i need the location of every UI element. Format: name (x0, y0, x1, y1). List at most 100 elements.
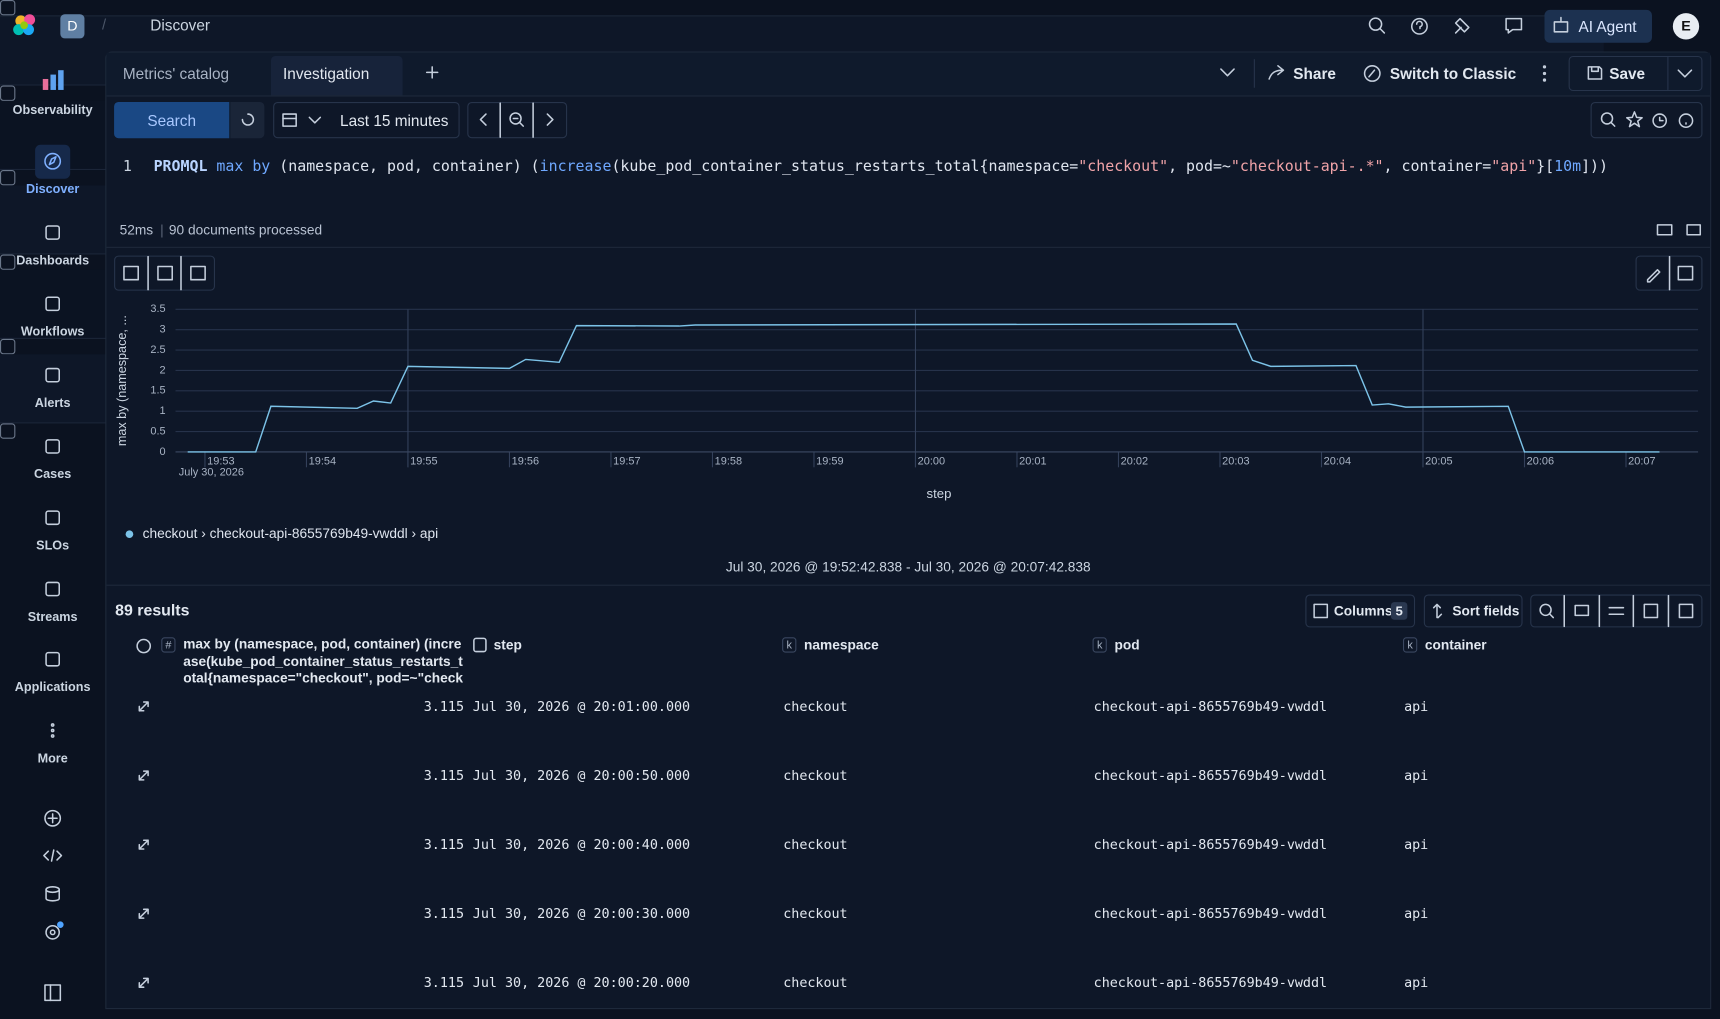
sidebar-bottom-icons[interactable] (43, 809, 63, 1002)
logo[interactable] (13, 14, 36, 36)
column-type: k (1092, 637, 1107, 653)
query-token: , pod=~ (1168, 157, 1231, 176)
info-icon (136, 638, 152, 654)
nav-label[interactable]: Alerts (34, 397, 71, 411)
toolbar-icons[interactable] (123, 224, 1702, 628)
save-button-box[interactable] (1568, 55, 1703, 92)
save-button[interactable]: Save (1609, 64, 1646, 83)
x-tick-label: 19:55 (410, 456, 437, 468)
cell: 3.115 (423, 975, 465, 991)
query-tools[interactable] (1590, 102, 1703, 139)
took: 52ms (119, 222, 154, 239)
columns-button[interactable] (1305, 594, 1416, 628)
chart-toolbar[interactable] (114, 255, 216, 291)
nav-icon (50, 74, 56, 90)
nav-label[interactable]: Streams (27, 610, 78, 625)
share-button[interactable]: Share (1293, 64, 1336, 83)
checkbox[interactable] (0, 423, 16, 439)
nav-icon (50, 723, 55, 727)
legend-dot (125, 530, 134, 539)
column-type: k (1402, 637, 1418, 653)
x-tick-label: 19:57 (613, 456, 640, 468)
columns-label[interactable]: Columns (1333, 603, 1393, 619)
time-range-label: Jul 30, 2026 @ 19:52:42.838 - Jul 30, 20… (725, 559, 1091, 575)
breadcrumb[interactable]: Discover (150, 16, 211, 35)
divider (106, 584, 1711, 586)
divider (106, 246, 1711, 248)
nav-label[interactable]: Observability (12, 104, 93, 118)
column-header[interactable]: container (1424, 637, 1487, 653)
tab[interactable]: Investigation (283, 64, 370, 83)
user-avatar[interactable]: E (1672, 13, 1700, 40)
nav-label[interactable]: Applications (14, 681, 91, 695)
nav-icon (48, 156, 57, 166)
y-tick-label: 3.5 (150, 303, 165, 315)
nav-label[interactable]: Workflows (20, 325, 85, 339)
tab-icons[interactable] (425, 65, 1693, 82)
y-tick-label: 2.5 (150, 344, 165, 356)
nav-label[interactable]: Cases (34, 468, 72, 482)
active-tab[interactable] (270, 55, 403, 96)
checkbox[interactable] (0, 338, 16, 355)
y-tick-label: 1.5 (150, 385, 165, 397)
ai-agent-label[interactable]: AI Agent (1578, 17, 1637, 36)
nav-label[interactable]: Discover (26, 183, 80, 197)
tab[interactable]: Metrics' catalog (122, 64, 230, 83)
cell: api (1404, 767, 1429, 784)
date-picker[interactable] (273, 102, 460, 139)
time-nav[interactable] (467, 102, 568, 139)
column-header[interactable]: namespace (804, 637, 879, 653)
column-header[interactable]: max by (namespace, pod, container) (incr… (183, 636, 463, 688)
query-token: }[ (1536, 157, 1555, 176)
documents: 90 documents processed (168, 222, 323, 239)
time-range[interactable]: Last 15 minutes (340, 111, 449, 130)
main-panel (105, 51, 1712, 1010)
table-tools[interactable] (1530, 594, 1703, 628)
date-label: July 30, 2026 (179, 467, 244, 479)
chart-actions[interactable] (1635, 255, 1703, 291)
query-text[interactable]: PROMQL max by (namespace, pod, container… (154, 158, 1608, 176)
x-tick-label: 19:59 (816, 456, 843, 468)
query-token: (namespace, pod, container) ( (279, 157, 540, 176)
checkbox[interactable] (0, 170, 16, 186)
workspace-badge[interactable]: D (60, 14, 85, 39)
nav-icon (42, 78, 49, 90)
sort-label[interactable]: Sort fields (1452, 603, 1520, 619)
nav-icon (50, 734, 55, 738)
switch-classic-button[interactable]: Switch to Classic (1389, 64, 1517, 83)
x-tick-label: 20:05 (1425, 456, 1452, 468)
x-tick-label: 20:03 (1222, 456, 1249, 468)
x-tick-label: 20:07 (1628, 456, 1655, 468)
checkbox[interactable] (0, 0, 16, 16)
ai-agent-button[interactable] (1544, 9, 1652, 43)
nav-icon (45, 367, 61, 383)
x-tick-label: 19:54 (309, 456, 336, 468)
checkbox[interactable] (0, 254, 16, 270)
cell: Jul 30, 2026 @ 20:00:50.000 (472, 767, 691, 784)
search-label[interactable]: Search (147, 111, 196, 130)
expand-icon (138, 839, 149, 850)
y-tick-label: 3 (160, 324, 166, 336)
refresh-button[interactable] (230, 102, 265, 139)
nav-label[interactable]: Dashboards (16, 254, 90, 268)
x-tick-label: 19:53 (207, 456, 234, 468)
query-token: "api" (1491, 157, 1537, 176)
query-bar-icons[interactable] (241, 102, 1694, 138)
query-token: "checkout-api-.*" (1230, 157, 1384, 176)
query-token: "checkout" (1078, 157, 1169, 176)
column-header[interactable]: step (493, 637, 522, 653)
nav-label[interactable]: SLOs (36, 539, 70, 553)
nav-label[interactable]: More (37, 752, 68, 766)
nav-icon (50, 728, 55, 733)
checkbox[interactable] (0, 85, 16, 101)
search-button[interactable] (114, 102, 230, 139)
active-nav (35, 144, 71, 179)
column-header[interactable]: pod (1114, 637, 1140, 653)
x-tick-label: 20:04 (1324, 456, 1351, 468)
query-token: 10m (1554, 157, 1582, 176)
header-icons[interactable] (1368, 16, 1569, 35)
sort-button[interactable] (1423, 594, 1523, 628)
y-tick-label: 2 (160, 364, 166, 376)
